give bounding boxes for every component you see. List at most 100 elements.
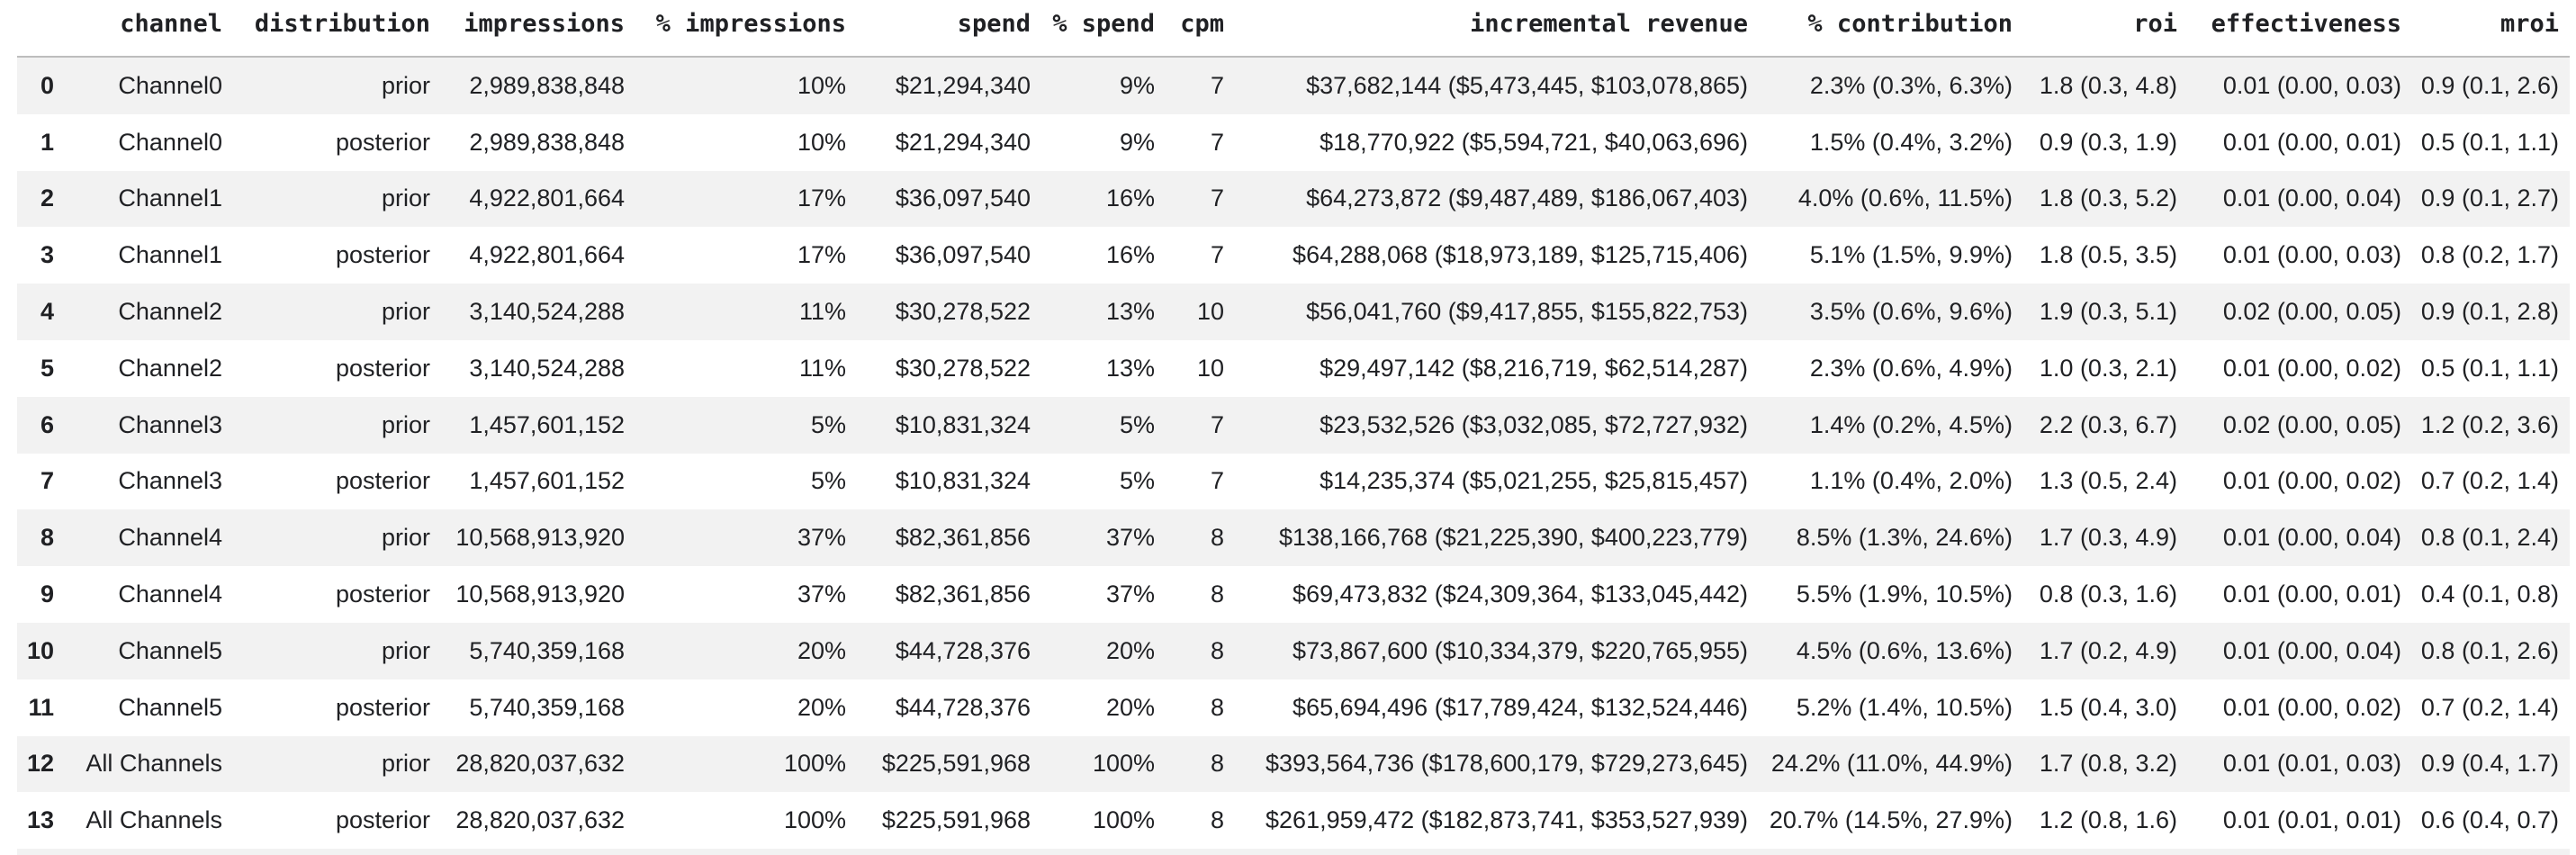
cell-effectiveness: 0.01 (0.00, 0.03) — [2222, 71, 2401, 99]
cell-mroi: 0.8 (0.1, 2.6) — [2420, 636, 2559, 664]
cell-pct_contribution: 3.5% (0.6%, 9.6%) — [1809, 298, 2013, 326]
row-index: 12 — [26, 750, 54, 778]
cell-pct_contribution: 5.1% (1.5%, 9.9%) — [1809, 241, 2013, 269]
column-header-spend: spend — [857, 0, 1041, 58]
cell-channel: Channel4 — [118, 580, 222, 608]
row-index: 4 — [40, 298, 54, 326]
cell-spend: $30,278,522 — [895, 298, 1031, 326]
cell-cpm: 8 — [1210, 636, 1224, 664]
cell-mroi: 0.9 (0.1, 2.7) — [2420, 184, 2559, 212]
cell-spend: $44,728,376 — [895, 693, 1031, 721]
cell-impressions: 1,457,601,152 — [469, 410, 625, 438]
cell-effectiveness: 0.02 (0.00, 0.05) — [2222, 298, 2401, 326]
cell-channel: Channel5 — [118, 693, 222, 721]
cell-pct_spend: 9% — [1119, 71, 1155, 99]
table-row: 5 Channel2 posterior 3,140,524,288 11% $30,27… — [17, 340, 2570, 397]
table-row: 2 Channel1 prior 4,922,801,664 17% $36,097,54… — [17, 170, 2570, 228]
cell-mroi: 0.7 (0.2, 1.4) — [2420, 693, 2559, 721]
cell-pct_spend: 20% — [1105, 693, 1155, 721]
cell-pct_spend: 9% — [1119, 128, 1155, 156]
column-header-distribution: distribution — [233, 0, 441, 58]
cell-cpm: 7 — [1210, 71, 1224, 99]
cell-effectiveness: 0.01 (0.00, 0.04) — [2222, 524, 2401, 552]
column-header-effectiveness: effectiveness — [2188, 0, 2412, 58]
row-index: 5 — [40, 354, 54, 382]
cell-pct_spend: 37% — [1105, 580, 1155, 608]
cell-pct_spend: 37% — [1105, 524, 1155, 552]
cell-roi: 1.8 (0.3, 5.2) — [2039, 184, 2177, 212]
cell-channel: Channel3 — [118, 410, 222, 438]
cell-roi: 0.9 (0.3, 1.9) — [2039, 128, 2177, 156]
cell-effectiveness: 0.02 (0.00, 0.05) — [2222, 410, 2401, 438]
cell-spend: $36,097,540 — [895, 241, 1031, 269]
cell-mroi: 0.8 (0.1, 2.4) — [2420, 524, 2559, 552]
cell-impressions: 28,820,037,632 — [455, 750, 625, 778]
column-header-incremental_revenue: incremental revenue — [1235, 0, 1759, 58]
cell-channel: Channel2 — [118, 354, 222, 382]
cell-channel: All Channels — [86, 750, 222, 778]
cell-effectiveness: 0.01 (0.00, 0.04) — [2222, 184, 2401, 212]
row-index: 1 — [40, 128, 54, 156]
cell-cpm: 10 — [1196, 298, 1224, 326]
cell-roi: 1.5 (0.4, 3.0) — [2039, 693, 2177, 721]
cell-pct_contribution: 1.4% (0.2%, 4.5%) — [1809, 410, 2013, 438]
cell-roi: 1.3 (0.5, 2.4) — [2039, 467, 2177, 495]
cell-pct_spend: 5% — [1119, 410, 1155, 438]
cell-cpm: 7 — [1210, 241, 1224, 269]
table-row: 11 Channel5 posterior 5,740,359,168 20% $44,7… — [17, 680, 2570, 736]
cell-cpm: 7 — [1210, 410, 1224, 438]
cell-pct_contribution: 1.5% (0.4%, 3.2%) — [1809, 128, 2013, 156]
cell-incremental_revenue: $64,288,068 ($18,973,189, $125,715,406) — [1293, 241, 1748, 269]
cell-impressions: 2,989,838,848 — [469, 128, 625, 156]
cell-pct_contribution: 24.2% (11.0%, 44.9%) — [1770, 750, 2013, 778]
cell-distribution: posterior — [335, 241, 430, 269]
table-row: 1 Channel0 posterior 2,989,838,848 10% $21,29… — [17, 114, 2570, 171]
cell-channel: Channel1 — [118, 184, 222, 212]
row-index: 7 — [40, 467, 54, 495]
cell-pct_contribution: 20.7% (14.5%, 27.9%) — [1769, 806, 2013, 834]
cell-cpm: 7 — [1210, 128, 1224, 156]
cell-pct_impressions: 17% — [797, 184, 846, 212]
cell-roi: 1.7 (0.8, 3.2) — [2039, 750, 2177, 778]
cell-effectiveness: 0.01 (0.00, 0.01) — [2222, 580, 2401, 608]
cell-distribution: posterior — [335, 580, 430, 608]
row-index: 10 — [26, 636, 54, 664]
cell-cpm: 8 — [1210, 524, 1224, 552]
table-row: 10 Channel5 prior 5,740,359,168 20% $44,728,3… — [17, 622, 2570, 680]
cell-effectiveness: 0.01 (0.00, 0.04) — [2222, 636, 2401, 664]
cell-mroi: 0.9 (0.1, 2.6) — [2420, 71, 2559, 99]
cell-pct_contribution: 5.2% (1.4%, 10.5%) — [1796, 693, 2013, 721]
cell-roi: 1.2 (0.8, 1.6) — [2039, 806, 2177, 834]
cell-distribution: posterior — [335, 354, 430, 382]
cell-pct_spend: 100% — [1092, 806, 1155, 834]
cell-incremental_revenue: $14,235,374 ($5,021,255, $25,815,457) — [1320, 467, 1748, 495]
cell-mroi: 0.9 (0.1, 2.8) — [2420, 298, 2559, 326]
cell-distribution: posterior — [335, 467, 430, 495]
cell-pct_spend: 16% — [1105, 241, 1155, 269]
cell-impressions: 3,140,524,288 — [469, 298, 625, 326]
table-row: 6 Channel3 prior 1,457,601,152 5% $10,831,324… — [17, 396, 2570, 454]
cell-pct_impressions: 100% — [783, 750, 846, 778]
cell-pct_spend: 5% — [1119, 467, 1155, 495]
cell-roi: 2.2 (0.3, 6.7) — [2039, 410, 2177, 438]
cell-incremental_revenue: $23,532,526 ($3,032,085, $72,727,932) — [1320, 410, 1748, 438]
cell-pct_contribution: 5.5% (1.9%, 10.5%) — [1796, 580, 2013, 608]
row-index: 13 — [26, 806, 54, 834]
cell-pct_spend: 13% — [1105, 298, 1155, 326]
cell-pct_impressions: 37% — [797, 580, 846, 608]
cell-cpm: 8 — [1210, 693, 1224, 721]
cell-spend: $82,361,856 — [895, 524, 1031, 552]
cell-incremental_revenue: $65,694,496 ($17,789,424, $132,524,446) — [1293, 693, 1748, 721]
cell-pct_impressions: 100% — [783, 806, 846, 834]
cell-channel: Channel4 — [118, 524, 222, 552]
row-index: 11 — [28, 693, 54, 721]
column-header-cpm: cpm — [1166, 0, 1235, 58]
cell-pct_contribution: 4.5% (0.6%, 13.6%) — [1796, 636, 2013, 664]
cell-pct_spend: 13% — [1105, 354, 1155, 382]
cell-incremental_revenue: $29,497,142 ($8,216,719, $62,514,287) — [1320, 354, 1748, 382]
cell-distribution: prior — [381, 636, 430, 664]
cell-cpm: 10 — [1196, 354, 1224, 382]
cell-distribution: prior — [381, 524, 430, 552]
cell-effectiveness: 0.01 (0.00, 0.03) — [2222, 241, 2401, 269]
cell-roi: 0.8 (0.3, 1.6) — [2039, 580, 2177, 608]
